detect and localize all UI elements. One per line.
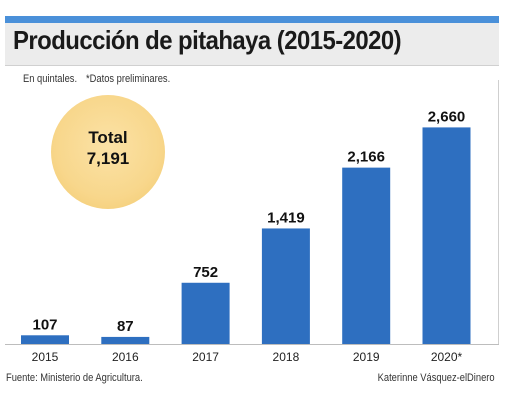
x-tick-2015: 2015 bbox=[32, 350, 59, 364]
x-tick-2018: 2018 bbox=[273, 350, 300, 364]
author-credit: Katerinne Vásquez-elDinero bbox=[378, 372, 495, 384]
header-accent-rule bbox=[5, 16, 499, 23]
bar-2017 bbox=[181, 282, 230, 344]
data-label-2017: 752 bbox=[193, 264, 218, 281]
data-label-2018: 1,419 bbox=[267, 209, 305, 226]
title-band: Producción de pitahaya (2015-2020) bbox=[5, 23, 499, 66]
data-label-2019: 2,166 bbox=[347, 149, 385, 166]
data-label-2015: 107 bbox=[32, 316, 57, 333]
x-tick-2020*: 2020* bbox=[431, 350, 463, 364]
chart-title: Producción de pitahaya (2015-2020) bbox=[13, 25, 402, 55]
data-label-2020*: 2,660 bbox=[428, 108, 466, 125]
bar-2016 bbox=[101, 336, 150, 344]
data-label-2016: 87 bbox=[117, 318, 134, 335]
bar-2015 bbox=[21, 335, 69, 344]
total-label: Total bbox=[88, 128, 128, 147]
bar-2020* bbox=[422, 127, 471, 345]
x-tick-2016: 2016 bbox=[112, 350, 139, 364]
bar-2019 bbox=[342, 167, 391, 344]
total-value: 7,191 bbox=[86, 149, 130, 168]
source-note: Fuente: Ministerio de Agricultura. bbox=[6, 372, 143, 384]
x-tick-2019: 2019 bbox=[353, 350, 380, 364]
total-badge: Total 7,191 bbox=[51, 95, 165, 209]
unit-note: En quintales. bbox=[23, 73, 78, 85]
x-tick-2017: 2017 bbox=[192, 350, 219, 364]
bar-2018 bbox=[261, 228, 310, 344]
preliminary-note: *Datos preliminares. bbox=[86, 73, 171, 85]
